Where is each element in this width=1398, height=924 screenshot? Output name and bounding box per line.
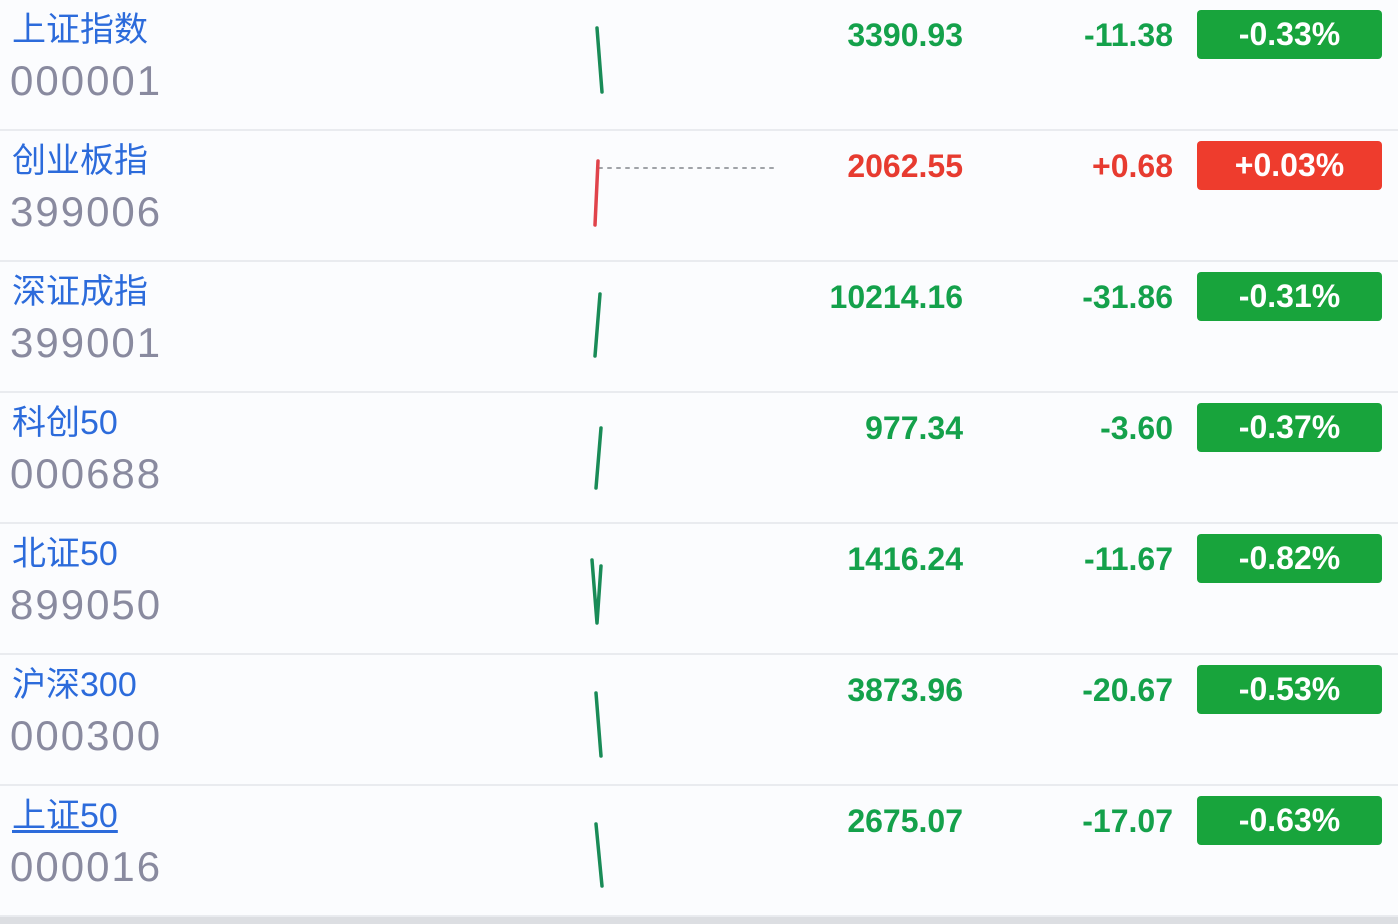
index-name[interactable]: 上证50	[12, 797, 118, 835]
list-bottom-edge	[0, 917, 1398, 924]
index-name[interactable]: 沪深300	[12, 666, 137, 704]
index-code: 000300	[10, 712, 163, 759]
index-price: 3873.96	[847, 672, 963, 708]
index-name[interactable]: 科创50	[12, 404, 118, 442]
index-price: 1416.24	[847, 541, 963, 577]
sparkline-line	[590, 558, 603, 625]
sparkline-chart	[593, 292, 602, 358]
index-code: 000001	[10, 57, 163, 104]
index-change: -11.38	[1084, 17, 1173, 53]
index-change: -17.07	[1082, 803, 1173, 839]
sparkline-line	[593, 292, 602, 358]
index-row[interactable]: 科创50 000688 977.34 -3.60 -0.37%	[0, 393, 1398, 524]
change-percent-badge: -0.33%	[1197, 10, 1382, 59]
change-percent-badge: -0.37%	[1197, 403, 1382, 452]
index-row[interactable]: 上证指数 000001 3390.93 -11.38 -0.33%	[0, 0, 1398, 131]
index-code: 000688	[10, 450, 163, 497]
index-change: -20.67	[1082, 672, 1173, 708]
index-code: 000016	[10, 843, 163, 890]
index-price: 2062.55	[847, 148, 963, 184]
index-row[interactable]: 沪深300 000300 3873.96 -20.67 -0.53%	[0, 655, 1398, 786]
change-percent-badge: -0.63%	[1197, 796, 1382, 845]
sparkline-chart	[594, 822, 604, 888]
sparkline-chart	[593, 159, 776, 227]
index-name[interactable]: 创业板指	[12, 142, 148, 180]
sparkline-chart	[595, 26, 604, 94]
sparkline-line	[595, 26, 604, 94]
change-percent-badge: -0.31%	[1197, 272, 1382, 321]
change-percent-badge: +0.03%	[1197, 141, 1382, 190]
index-price: 3390.93	[847, 17, 963, 53]
index-row[interactable]: 深证成指 399001 10214.16 -31.86 -0.31%	[0, 262, 1398, 393]
index-change: -31.86	[1082, 279, 1173, 315]
change-percent-badge: -0.53%	[1197, 665, 1382, 714]
sparkline-line	[593, 159, 600, 227]
sparkline-chart	[594, 691, 603, 758]
index-row[interactable]: 上证50 000016 2675.07 -17.07 -0.63%	[0, 786, 1398, 917]
index-code: 399006	[10, 188, 163, 235]
index-row[interactable]: 北证50 899050 1416.24 -11.67 -0.82%	[0, 524, 1398, 655]
index-name[interactable]: 上证指数	[12, 11, 148, 49]
sparkline-chart	[590, 558, 603, 625]
index-name[interactable]: 深证成指	[12, 273, 148, 311]
change-percent-badge: -0.82%	[1197, 534, 1382, 583]
index-name[interactable]: 北证50	[12, 535, 118, 573]
index-change: -11.67	[1084, 541, 1173, 577]
index-price: 10214.16	[829, 279, 963, 315]
index-change: -3.60	[1100, 410, 1173, 446]
index-code: 399001	[10, 319, 163, 366]
sparkline-line	[594, 426, 603, 490]
sparkline-chart	[594, 426, 603, 490]
index-row[interactable]: 创业板指 399006 2062.55 +0.68 +0.03%	[0, 131, 1398, 262]
index-code: 899050	[10, 581, 163, 628]
index-change: +0.68	[1092, 148, 1173, 184]
index-price: 977.34	[865, 410, 963, 446]
sparkline-line	[594, 822, 604, 888]
sparkline-line	[594, 691, 603, 758]
index-price: 2675.07	[847, 803, 963, 839]
